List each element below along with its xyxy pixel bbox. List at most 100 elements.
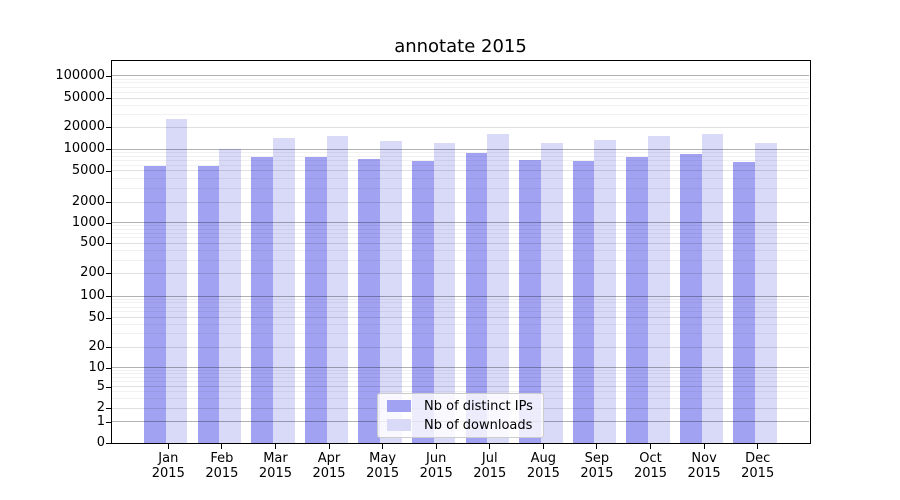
gridline-minor-30000 [112,113,809,115]
bar-downloads-apr [326,136,349,444]
legend-item-distinct-ips: Nb of distinct IPs [387,399,534,414]
gridline-minor-400 [112,250,809,252]
gridline-minor-900 [112,225,809,227]
y-tick-label-20: 20 [88,339,105,354]
y-tick-label-2000: 2000 [71,194,105,209]
gridline-minor-7 [112,376,809,378]
y-tick-label-50: 50 [88,309,105,325]
x-tick-label-jul: Jul 2015 [473,450,507,482]
y-tick-label-2: 2 [96,400,105,416]
y-tick-label-10000: 10000 [63,141,105,157]
y-tick-label-500: 500 [80,235,105,251]
bar-downloads-nov [701,134,724,444]
y-tick-label-100000: 100000 [55,67,105,83]
y-tick-mark-2 [106,408,111,410]
gridline-minor-70000 [112,86,809,88]
gridline-y-5000 [112,170,809,172]
gridline-minor-40000 [112,104,809,106]
gridline-minor-90000 [112,78,809,80]
gridline-y-1000 [112,222,809,224]
axis-spine-left [111,59,112,445]
gridline-minor-8 [112,373,809,375]
y-tick-mark-100 [106,296,111,297]
gridline-y-20000 [112,126,809,128]
bar-distinct_ips-feb [197,165,220,444]
y-tick-mark-1000 [106,222,111,224]
y-tick-label-10: 10 [88,359,105,375]
bar-distinct_ips-aug [519,160,541,444]
y-tick-label-1: 1 [96,413,105,429]
bar-distinct_ips-oct [626,156,648,444]
bar-downloads-jan [165,118,188,444]
legend-item-downloads: Nb of downloads [387,418,534,433]
bar-distinct_ips-dec [733,162,756,444]
x-tick-label-feb: Feb 2015 [205,450,239,482]
gridline-minor-600 [112,237,809,239]
bar-downloads-mar [272,137,295,444]
gridline-minor-40 [112,324,809,326]
gridline-minor-9 [112,370,809,372]
legend-label-downloads: Nb of downloads [424,417,533,433]
y-tick-mark-100000 [106,75,111,77]
x-tick-mark-apr [328,444,330,450]
x-tick-label-nov: Nov 2015 [687,450,721,482]
x-tick-label-may: May 2015 [366,450,400,482]
bar-downloads-sep [594,140,617,444]
bar-downloads-jul [487,134,509,444]
gridline-y-100000 [112,75,809,77]
y-tick-mark-20 [106,347,111,348]
gridline-y-200 [112,272,809,274]
bar-downloads-may [380,141,402,444]
gridline-minor-4000 [112,177,809,179]
axis-spine-right [810,59,811,445]
y-tick-mark-200 [106,273,111,275]
y-tick-mark-0 [106,443,111,445]
bar-downloads-dec [755,142,777,444]
gridline-y-50 [112,317,809,318]
bar-downloads-jun [433,143,456,444]
gridline-y-100 [112,295,809,297]
y-tick-mark-2000 [106,202,111,203]
gridline-minor-300 [112,259,809,261]
gridline-y-10000 [112,148,809,150]
bar-distinct_ips-jan [144,165,166,444]
gridline-minor-700 [112,232,809,234]
bar-downloads-feb [219,149,242,444]
y-tick-label-50000: 50000 [63,90,105,105]
gridline-minor-9000 [112,152,809,154]
bar-distinct_ips-sep [572,160,595,444]
x-tick-label-jun: Jun 2015 [419,450,453,482]
x-tick-label-aug: Aug 2015 [526,450,560,482]
x-tick-label-dec: Dec 2015 [741,450,775,482]
x-tick-mark-sep [596,444,598,450]
x-tick-mark-jul [489,444,491,450]
y-tick-mark-20000 [106,127,111,129]
bar-distinct_ips-jul [465,153,488,444]
bar-distinct_ips-may [358,158,381,444]
y-tick-mark-1 [106,421,111,423]
y-tick-label-1000: 1000 [71,214,105,230]
x-tick-mark-feb [221,444,223,450]
gridline-y-20 [112,346,809,348]
legend-swatch-distinct-ips [387,400,411,412]
gridline-y-10 [112,367,809,369]
bar-downloads-aug [540,142,563,444]
gridline-minor-80000 [112,82,809,84]
gridline-minor-6000 [112,164,809,166]
y-tick-label-20000: 20000 [63,119,105,135]
gridline-minor-70 [112,306,809,308]
gridline-y-2000 [112,201,809,203]
y-tick-label-200: 200 [80,265,105,281]
bar-downloads-oct [648,135,670,444]
gridline-y-50000 [112,97,809,99]
y-tick-label-5000: 5000 [71,162,105,178]
x-tick-mark-nov [703,444,705,450]
gridline-minor-800 [112,228,809,230]
x-tick-mark-oct [650,444,652,450]
x-tick-mark-dec [757,444,759,450]
y-tick-mark-50000 [106,98,111,99]
bar-distinct_ips-nov [679,154,702,444]
gridline-minor-6 [112,381,809,383]
legend-swatch-downloads [387,419,411,431]
y-tick-mark-5000 [106,170,111,172]
